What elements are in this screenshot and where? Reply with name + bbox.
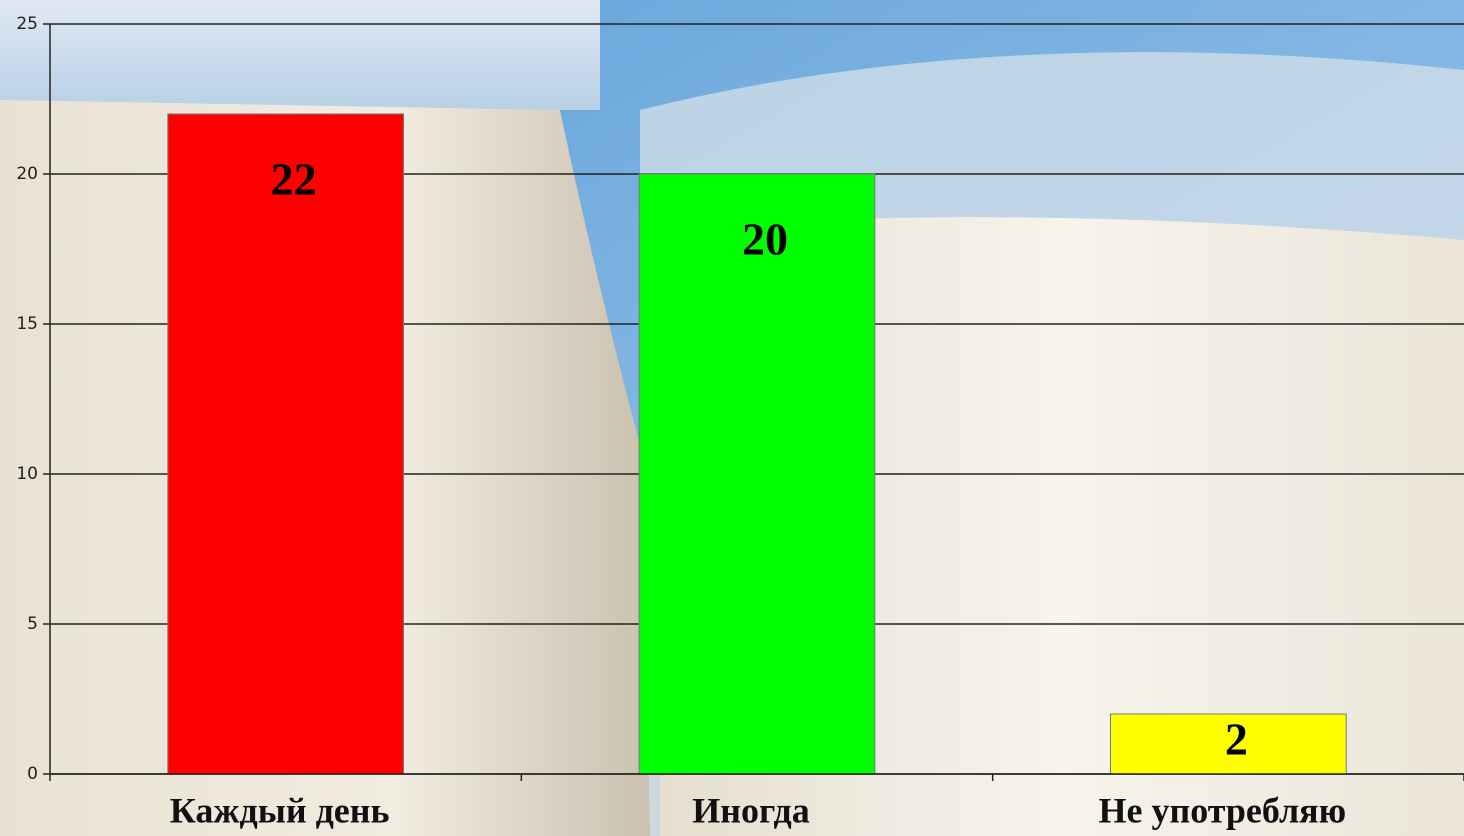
y-tick-label: 25 [16, 14, 38, 34]
bar [168, 114, 404, 774]
y-tick-label: 15 [16, 314, 38, 334]
data-label: 22 [271, 154, 317, 205]
chart: 0 5 10 15 20 25 Каждый день 22 Иногда 20 Не употре… [0, 0, 1464, 836]
y-tick-label: 0 [27, 764, 38, 784]
x-tick-label: Иногда [692, 790, 810, 830]
y-tick-label: 5 [27, 614, 38, 634]
data-label: 20 [742, 214, 788, 265]
x-tick-label: Не употребляю [1098, 790, 1346, 830]
data-label: 2 [1225, 714, 1248, 765]
y-tick-label: 10 [16, 464, 38, 484]
y-tick-label: 20 [16, 164, 38, 184]
x-tick-label: Каждый день [170, 790, 390, 830]
